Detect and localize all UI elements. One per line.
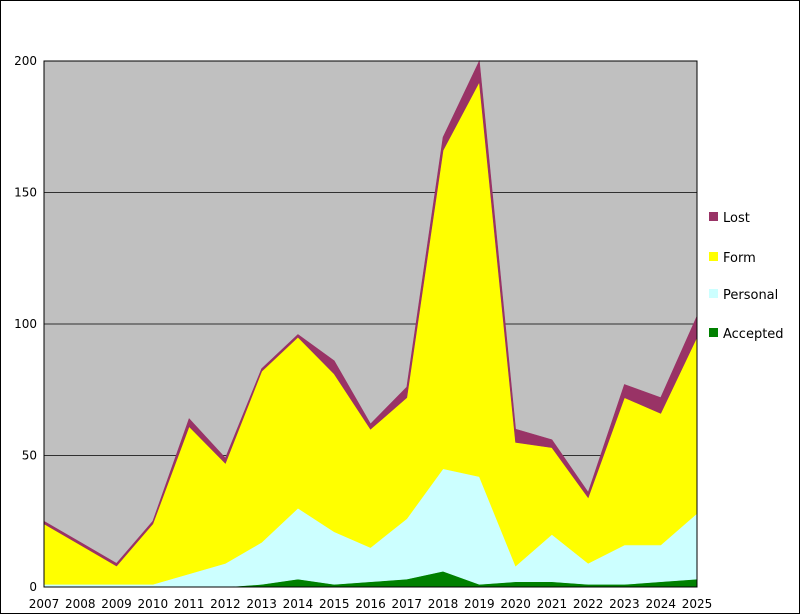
legend-swatch-personal bbox=[709, 289, 718, 298]
x-tick-label: 2007 bbox=[29, 597, 60, 611]
x-tick-label: 2020 bbox=[500, 597, 531, 611]
y-axis-tick-labels: 0 50 100 150 200 bbox=[14, 54, 37, 594]
legend-label-form: Form bbox=[723, 251, 756, 266]
y-tick-label: 200 bbox=[14, 54, 37, 68]
x-tick-label: 2013 bbox=[246, 597, 277, 611]
x-tick-label: 2009 bbox=[101, 597, 132, 611]
y-tick-label: 150 bbox=[14, 186, 37, 200]
x-tick-label: 2008 bbox=[65, 597, 96, 611]
x-tick-label: 2023 bbox=[609, 597, 640, 611]
x-tick-label: 2010 bbox=[138, 597, 169, 611]
x-tick-label: 2015 bbox=[319, 597, 350, 611]
x-tick-label: 2025 bbox=[682, 597, 713, 611]
legend-swatch-lost bbox=[709, 212, 718, 221]
legend: Lost Form Personal Accepted bbox=[709, 211, 784, 342]
x-tick-label: 2014 bbox=[283, 597, 314, 611]
x-tick-label: 2016 bbox=[355, 597, 386, 611]
legend-label-lost: Lost bbox=[723, 211, 750, 226]
x-tick-label: 2024 bbox=[645, 597, 676, 611]
x-tick-label: 2021 bbox=[537, 597, 568, 611]
legend-label-personal: Personal bbox=[723, 288, 778, 303]
x-tick-label: 2012 bbox=[210, 597, 241, 611]
x-axis-tick-labels: 2007 2008 2009 2010 2011 2012 2013 2014 2015 2016… bbox=[29, 597, 713, 611]
y-tick-label: 100 bbox=[14, 317, 37, 331]
x-tick-label: 2019 bbox=[464, 597, 495, 611]
x-tick-label: 2022 bbox=[573, 597, 604, 611]
legend-label-accepted: Accepted bbox=[723, 327, 784, 342]
legend-swatch-form bbox=[709, 252, 718, 261]
plot-area-border bbox=[43, 60, 698, 588]
y-tick-label: 50 bbox=[22, 449, 37, 463]
x-tick-label: 2011 bbox=[174, 597, 205, 611]
legend-swatch-accepted bbox=[709, 328, 718, 337]
x-tick-label: 2018 bbox=[428, 597, 459, 611]
x-tick-label: 2017 bbox=[392, 597, 423, 611]
y-tick-label: 0 bbox=[29, 580, 37, 594]
